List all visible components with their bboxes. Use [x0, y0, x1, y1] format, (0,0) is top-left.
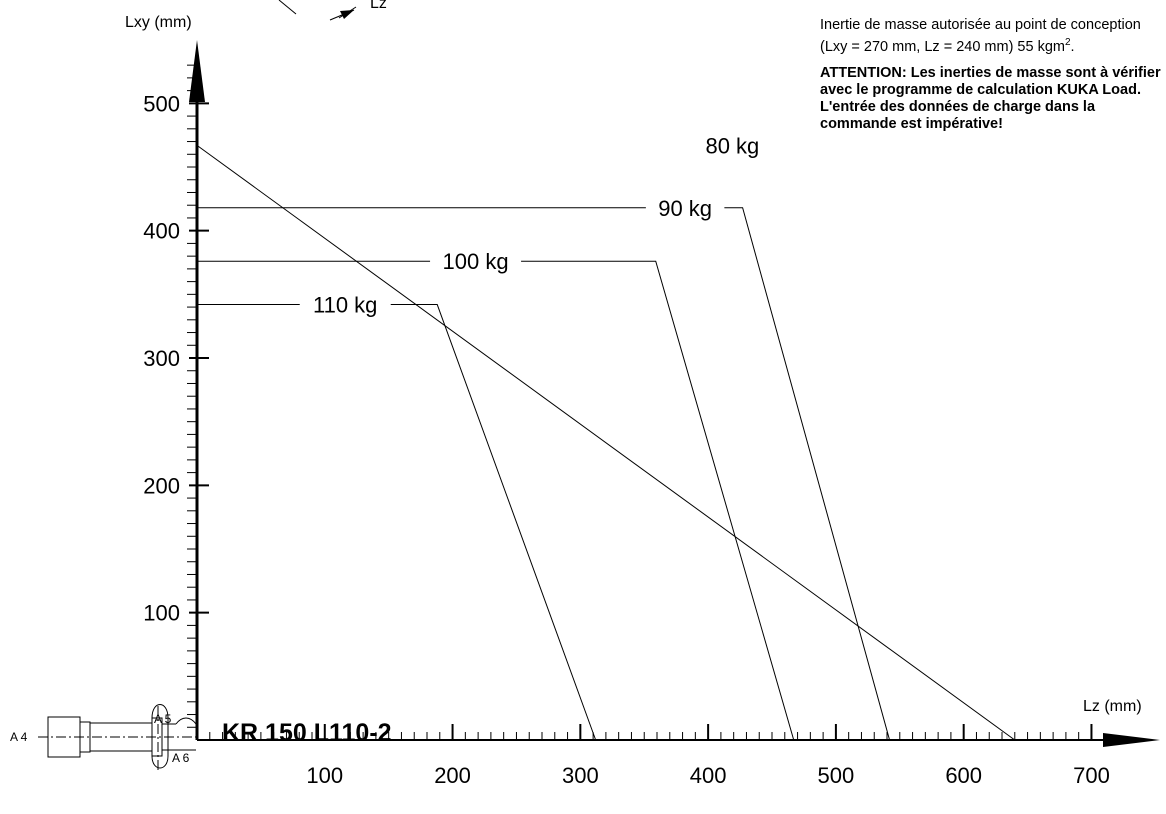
- y-tick-label: 500: [143, 91, 180, 116]
- a4-label: A 4: [10, 730, 28, 744]
- lz-small-label: Lz: [370, 0, 387, 12]
- y-tick-label: 400: [143, 219, 180, 244]
- a6-label: A 6: [172, 751, 190, 765]
- model-label: KR 150 L110-2: [222, 719, 392, 747]
- notes-panel: Inertie de masse autorisée au point de c…: [820, 17, 1166, 133]
- x-tick-label: 700: [1073, 763, 1110, 788]
- inertia-note-end: .: [1070, 38, 1075, 55]
- series-label: 110 kg: [313, 293, 377, 318]
- inertia-note-text: Inertie de masse autorisée au point de c…: [820, 17, 1141, 55]
- x-tick-label: 600: [945, 763, 982, 788]
- lz-dimension-arrow-icon: [278, 0, 357, 21]
- series-label-background: [299, 290, 391, 319]
- a5-label: A 5: [154, 712, 172, 726]
- y-tick-label: 200: [143, 473, 180, 498]
- y-axis-title: Lxy (mm): [125, 14, 192, 31]
- series-label-background: [645, 193, 725, 222]
- inertia-note: Inertie de masse autorisée au point de c…: [820, 17, 1166, 56]
- series-line: [197, 260, 795, 741]
- warning-note: ATTENTION: Les inerties de masse sont à …: [820, 64, 1161, 132]
- series-lines: 80 kg 90 kg 100 kg 110 kg: [196, 131, 1016, 741]
- x-axis-arrowhead: [1103, 733, 1160, 747]
- y-tick-label: 100: [143, 601, 180, 626]
- x-tick-label: 500: [818, 763, 855, 788]
- series-label-background: [693, 131, 772, 160]
- x-tick-label: 400: [690, 763, 727, 788]
- series-line: [196, 144, 1016, 741]
- series-line: [197, 304, 597, 741]
- y-tick-label: 300: [143, 346, 180, 371]
- robot-flange-icon: [38, 704, 200, 770]
- series-line: [197, 207, 891, 741]
- x-axis-ticks: 100 200 300 400 500 600 700: [209, 724, 1110, 788]
- y-axis-ticks: 100 200 300 400 500: [143, 64, 209, 728]
- series-label-background: [430, 247, 522, 276]
- series-label: 90 kg: [658, 196, 712, 221]
- x-tick-label: 200: [434, 763, 471, 788]
- x-tick-label: 100: [306, 763, 343, 788]
- series-label: 80 kg: [705, 133, 759, 158]
- inertia-superscript: 2: [1064, 37, 1071, 48]
- x-tick-label: 300: [562, 763, 599, 788]
- series-label: 100 kg: [443, 249, 509, 274]
- y-axis-arrowhead: [189, 40, 205, 102]
- x-axis-title: Lz (mm): [1083, 698, 1142, 715]
